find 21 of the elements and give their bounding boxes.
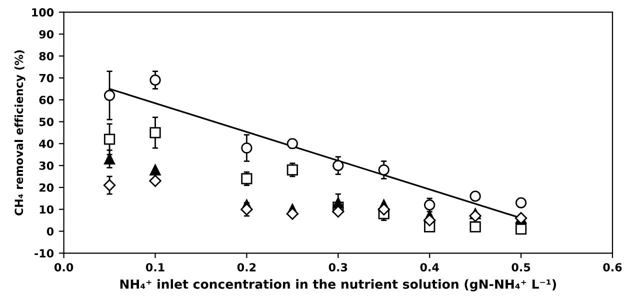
y-tick-label: 60 — [39, 96, 54, 104]
y-tick-label: 30 — [39, 162, 54, 170]
x-axis-title: NH₄⁺ inlet concentration in the nutrient solution (gN-NH₄⁺ L⁻¹) — [120, 279, 556, 292]
y-tick-label: 80 — [39, 52, 54, 60]
y-tick-label: 100 — [32, 8, 54, 17]
y-tick-label: -10 — [34, 249, 54, 258]
x-tick-label: 0.6 — [603, 263, 622, 272]
x-tick-label: 0.1 — [146, 263, 164, 272]
y-tick-label: 20 — [39, 183, 54, 192]
y-tick-label: 50 — [39, 118, 54, 126]
y-tick-label: 0 — [46, 227, 54, 236]
x-tick-label: 0.5 — [512, 263, 530, 272]
x-tick-label: 0.4 — [420, 263, 439, 272]
y-tick-label: 10 — [40, 205, 54, 214]
x-tick-label: 0.0 — [54, 263, 74, 272]
y-tick-label: 90 — [39, 30, 54, 38]
y-tick-label: 70 — [39, 74, 54, 82]
y-axis-title: CH₄ removal efficiency (%) — [14, 50, 26, 216]
x-tick-label: 0.3 — [328, 263, 348, 272]
x-tick-label: 0.2 — [237, 263, 256, 272]
y-tick-label: 40 — [39, 140, 54, 148]
